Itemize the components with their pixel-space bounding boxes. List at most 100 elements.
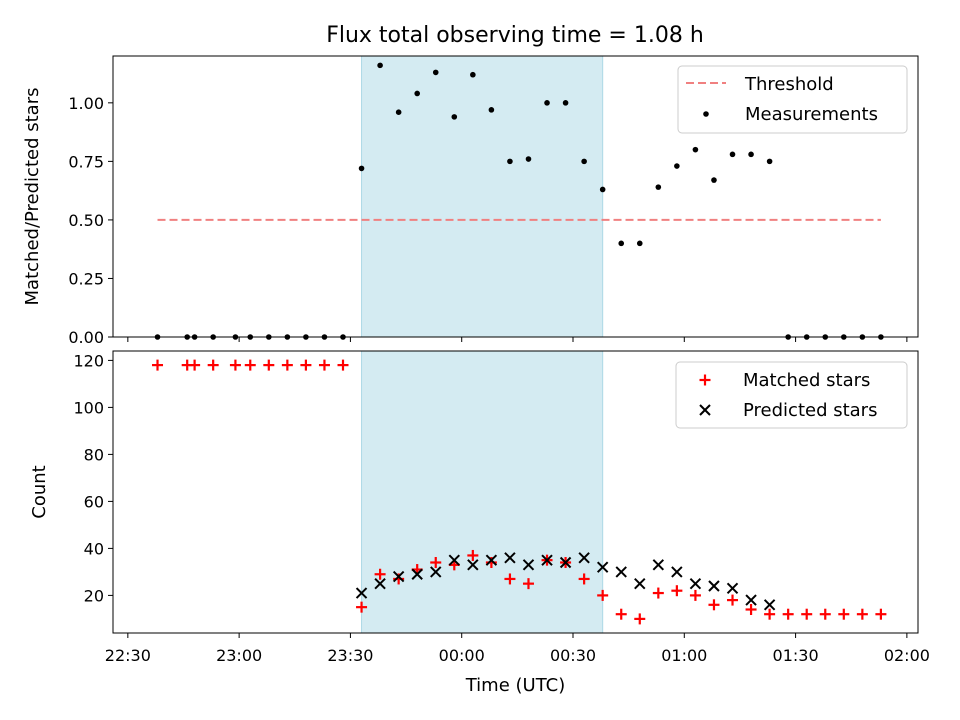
matched-star-point <box>838 608 850 620</box>
predicted-star-point <box>689 577 702 590</box>
legend-bottom: Matched stars Predicted stars <box>675 361 908 429</box>
matched-star-point <box>467 549 479 561</box>
predicted-star-point <box>467 559 479 571</box>
y-tick-label: 80 <box>84 445 104 464</box>
measurement-point <box>674 163 680 169</box>
measurement-point <box>636 240 643 247</box>
measurement-point <box>729 151 736 158</box>
predicted-star-point <box>504 552 516 564</box>
measurement-point <box>581 158 587 165</box>
count-panel: 20 40 60 80 100 120 22:30 23:00 23:30 00:00 00:30… <box>29 350 930 696</box>
matched-star-point <box>801 608 813 620</box>
predicted-star-point <box>652 559 665 571</box>
predicted-star-point <box>763 599 776 611</box>
x-ticks-top <box>127 337 908 342</box>
predicted-star-point <box>485 554 498 566</box>
measurement-point <box>377 62 383 69</box>
measurement-point <box>766 158 773 165</box>
matched-star-point <box>374 568 386 580</box>
legend-top: Threshold Measurements <box>677 65 908 134</box>
measurement-point <box>470 71 476 78</box>
measurement-point <box>599 186 606 193</box>
y-tick-label: 1.00 <box>68 94 104 113</box>
measurement-point <box>395 109 402 115</box>
predicted-star-point <box>726 582 739 595</box>
measurement-point <box>748 151 754 158</box>
matched-star-point <box>152 359 164 371</box>
legend-matched-swatch <box>699 374 711 386</box>
matched-star-point <box>615 608 627 620</box>
matched-star-point <box>597 589 609 601</box>
measurement-point <box>451 114 458 120</box>
highlight-band-bottom <box>361 350 604 634</box>
legend-threshold-label: Threshold <box>744 74 834 95</box>
measurement-point <box>711 177 717 183</box>
predicted-star-point <box>448 554 460 566</box>
legend-measurements-label: Measurements <box>745 104 878 125</box>
matched-star-point <box>708 599 720 611</box>
x-tick-label: 00:30 <box>550 646 596 665</box>
predicted-star-point <box>745 594 757 606</box>
y-axis-label-top: Matched/Predicted stars <box>22 88 43 306</box>
predicted-star-point <box>374 577 386 590</box>
highlight-band-top <box>361 55 604 338</box>
ratio-panel: 0.00 0.25 0.50 0.75 1.00 Matched/Predicted s… <box>22 55 919 347</box>
matched-star-point <box>229 359 241 371</box>
predicted-star-point <box>559 556 572 569</box>
matched-star-point <box>764 608 776 620</box>
matched-star-point <box>819 608 831 620</box>
predicted-star-point <box>615 566 627 578</box>
matched-star-point <box>671 585 683 597</box>
matched-star-point <box>727 594 739 606</box>
predicted-star-point <box>355 587 368 599</box>
x-ticks-bottom: 22:30 23:00 23:30 00:00 00:30 01:00 01:30 02:00 <box>105 633 930 665</box>
predicted-star-point <box>392 570 405 583</box>
measurement-point <box>544 100 550 106</box>
x-tick-label: 02:00 <box>884 646 930 665</box>
predicted-star-point <box>596 561 609 573</box>
predicted-star-point <box>541 554 553 566</box>
matched-star-point <box>856 608 868 620</box>
measurement-point <box>358 165 365 172</box>
legend-predicted-label: Predicted stars <box>743 400 877 421</box>
predicted-star-point <box>578 552 590 564</box>
legend-measurements-swatch <box>703 111 709 117</box>
measurement-point <box>525 156 532 162</box>
y-tick-label: 20 <box>84 586 104 605</box>
matched-star-point <box>504 573 516 585</box>
matched-star-point <box>189 359 201 371</box>
axes-frame-top <box>112 55 919 338</box>
y-tick-label: 0.75 <box>68 152 104 171</box>
measurement-point <box>618 240 625 247</box>
y-tick-label: 60 <box>84 492 104 511</box>
x-tick-label: 23:30 <box>327 646 373 665</box>
matched-star-point <box>782 608 794 620</box>
axes-frame-bottom <box>112 350 919 634</box>
predicted-star-point <box>634 577 646 590</box>
y-tick-label: 120 <box>73 351 104 370</box>
predicted-star-point <box>671 566 683 578</box>
y-tick-label: 0.25 <box>68 269 104 288</box>
y-tick-label: 40 <box>84 539 104 558</box>
legend-matched-label: Matched stars <box>743 370 870 391</box>
x-tick-label: 00:00 <box>439 646 485 665</box>
matched-star-point <box>578 573 590 585</box>
matched-star-point <box>318 359 330 371</box>
legend-predicted-swatch <box>699 404 711 416</box>
x-tick-label: 23:00 <box>216 646 262 665</box>
measurements-points <box>154 62 884 340</box>
legend-frame <box>677 65 908 134</box>
y-ticks-bottom: 20 40 60 80 100 120 <box>73 351 113 605</box>
matched-star-point <box>745 604 757 615</box>
x-tick-label: 01:00 <box>661 646 707 665</box>
x-axis-label: Time (UTC) <box>465 675 566 696</box>
measurement-point <box>507 158 513 165</box>
matched-star-point <box>263 359 275 371</box>
matched-star-point <box>207 359 219 371</box>
predicted-star-point <box>411 568 423 580</box>
predicted-star-point <box>430 566 442 578</box>
matched-star-point <box>281 359 293 371</box>
y-tick-label: 0.50 <box>68 211 104 230</box>
predicted-star-point <box>708 580 720 592</box>
